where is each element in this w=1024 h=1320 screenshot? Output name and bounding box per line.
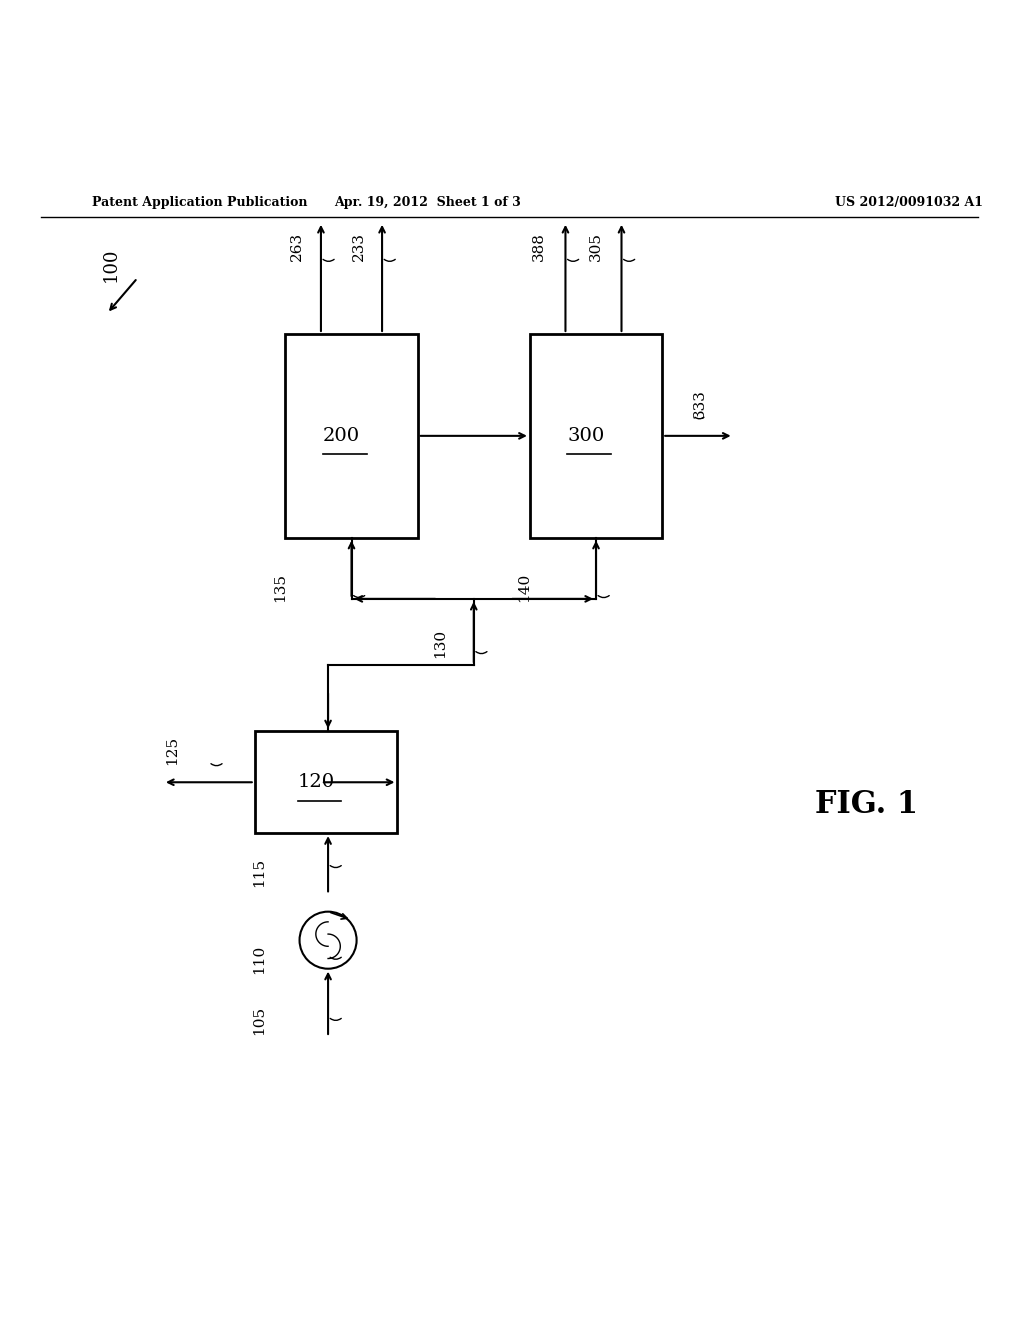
Text: 125: 125 [165,735,179,764]
Text: 300: 300 [567,426,604,445]
Text: 110: 110 [252,945,265,974]
Text: 200: 200 [323,426,359,445]
Text: 105: 105 [252,1006,265,1035]
Text: 388: 388 [531,232,546,260]
Text: 263: 263 [291,231,304,260]
Circle shape [300,912,356,969]
Text: Patent Application Publication: Patent Application Publication [92,197,307,210]
Text: 115: 115 [252,858,265,887]
Text: US 2012/0091032 A1: US 2012/0091032 A1 [836,197,983,210]
FancyBboxPatch shape [529,334,663,537]
Text: 333: 333 [693,389,707,418]
Text: 140: 140 [517,573,531,602]
Text: 305: 305 [589,231,603,260]
FancyBboxPatch shape [255,731,397,833]
Text: Apr. 19, 2012  Sheet 1 of 3: Apr. 19, 2012 Sheet 1 of 3 [335,197,521,210]
Text: 130: 130 [433,628,447,657]
Text: 135: 135 [273,573,287,602]
Text: 100: 100 [101,247,120,282]
Text: 120: 120 [297,774,335,791]
Text: 233: 233 [351,231,366,260]
FancyBboxPatch shape [286,334,418,537]
Text: FIG. 1: FIG. 1 [815,789,919,820]
